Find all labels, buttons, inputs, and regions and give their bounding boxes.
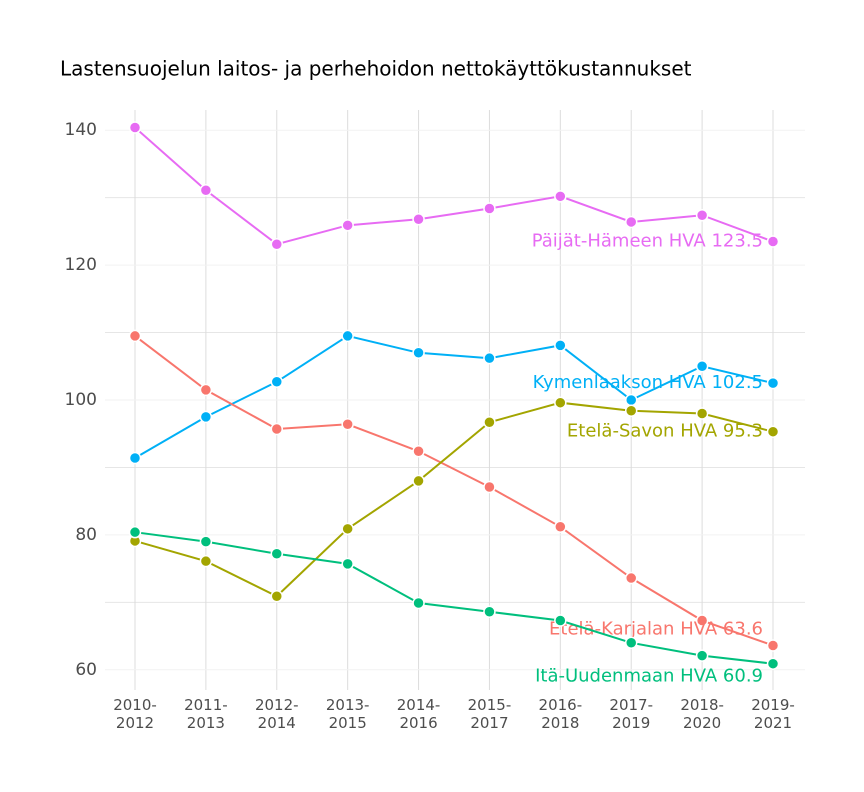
data-point bbox=[624, 571, 638, 585]
series-label: Kymenlaakson HVA 102.5 bbox=[533, 372, 763, 393]
y-tick-label: 60 bbox=[75, 660, 97, 680]
data-point bbox=[412, 213, 425, 226]
data-point bbox=[270, 375, 284, 389]
x-tick-label: 2014-2016 bbox=[397, 696, 441, 732]
chart-title: Lastensuojelun laitos- ja perhehoidon ne… bbox=[60, 57, 692, 81]
data-point bbox=[766, 425, 780, 438]
data-point bbox=[695, 208, 709, 222]
data-point bbox=[270, 590, 284, 603]
data-point bbox=[624, 404, 638, 418]
x-tick-label: 2018-2020 bbox=[680, 696, 724, 732]
series-line bbox=[134, 126, 774, 246]
data-point bbox=[766, 639, 780, 652]
data-point bbox=[412, 596, 425, 610]
data-point bbox=[341, 219, 354, 232]
data-point bbox=[624, 393, 638, 407]
series-line bbox=[134, 335, 774, 647]
series-label: Itä-Uudenmaan HVA 60.9 bbox=[535, 666, 763, 687]
data-point bbox=[695, 614, 709, 627]
data-point bbox=[695, 360, 709, 373]
data-point bbox=[199, 383, 213, 397]
data-point bbox=[341, 418, 354, 431]
data-point bbox=[695, 649, 709, 662]
series-label: Etelä-Savon HVA 95.3 bbox=[567, 421, 763, 442]
data-point bbox=[483, 416, 496, 429]
data-point bbox=[483, 605, 496, 619]
x-tick-label: 2019-2021 bbox=[751, 696, 795, 732]
x-tick-label: 2015-2017 bbox=[468, 696, 512, 732]
data-point bbox=[270, 237, 284, 251]
x-tick-label: 2012-2014 bbox=[255, 696, 299, 732]
series-line bbox=[134, 334, 774, 459]
data-point bbox=[199, 410, 213, 424]
data-point bbox=[483, 202, 496, 215]
data-point bbox=[128, 451, 142, 465]
y-tick-label: 100 bbox=[65, 390, 97, 410]
data-point bbox=[412, 445, 425, 458]
series-line bbox=[134, 401, 774, 598]
x-tick-label: 2010-2012 bbox=[113, 696, 157, 732]
data-point bbox=[341, 557, 354, 571]
data-point bbox=[128, 525, 142, 539]
data-point bbox=[341, 329, 354, 343]
data-point bbox=[554, 520, 567, 534]
data-point bbox=[270, 547, 284, 561]
data-point bbox=[199, 554, 213, 568]
data-point bbox=[412, 346, 425, 360]
x-tick-label: 2016-2018 bbox=[539, 696, 583, 732]
data-point bbox=[412, 474, 425, 488]
x-tick-label: 2017-2019 bbox=[609, 696, 653, 732]
y-tick-label: 120 bbox=[65, 255, 97, 275]
x-tick-label: 2011-2013 bbox=[184, 696, 228, 732]
data-point bbox=[624, 215, 638, 229]
data-point bbox=[554, 190, 567, 203]
y-tick-label: 140 bbox=[65, 120, 97, 140]
data-point bbox=[128, 121, 142, 134]
series-line bbox=[134, 531, 774, 665]
data-point bbox=[624, 636, 638, 650]
data-point bbox=[554, 396, 567, 409]
data-point bbox=[199, 184, 213, 197]
data-point bbox=[483, 351, 496, 365]
data-point bbox=[128, 329, 142, 343]
data-point bbox=[199, 535, 213, 548]
data-point bbox=[554, 614, 567, 627]
data-point bbox=[695, 407, 709, 420]
data-point bbox=[766, 235, 780, 248]
data-point bbox=[483, 480, 496, 494]
data-point bbox=[766, 376, 780, 390]
data-point bbox=[270, 422, 284, 436]
data-point bbox=[766, 657, 780, 670]
series-label: Etelä-Karjalan HVA 63.6 bbox=[549, 618, 763, 639]
x-tick-label: 2013-2015 bbox=[326, 696, 370, 732]
series-label: Päijät-Hämeen HVA 123.5 bbox=[532, 231, 763, 252]
y-tick-label: 80 bbox=[75, 525, 97, 545]
data-point bbox=[341, 522, 354, 536]
data-point bbox=[554, 339, 567, 352]
